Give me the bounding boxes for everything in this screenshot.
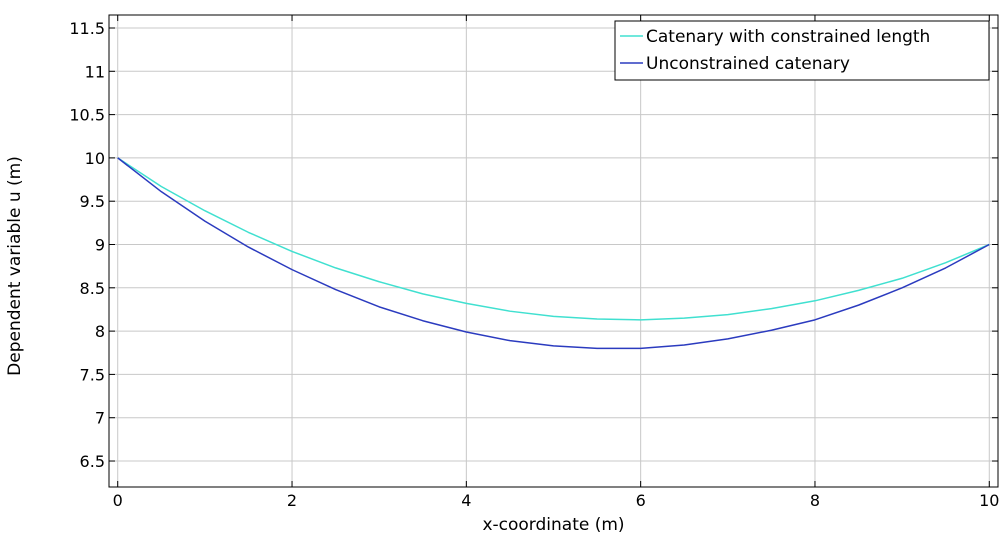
y-tick-label: 7 bbox=[95, 409, 105, 428]
y-tick-label: 6.5 bbox=[80, 452, 105, 471]
ticks: 0 2 4 6 8 10 6.5 7 7.5 8 8.5 9 9.5 10 10.5 11 11.5 bbox=[69, 15, 999, 510]
plot-frame bbox=[108, 14, 999, 488]
x-axis-label: x-coordinate (m) bbox=[482, 515, 624, 535]
y-tick-label: 8.5 bbox=[80, 279, 105, 298]
y-tick-label: 10 bbox=[85, 149, 105, 168]
x-tick-label: 10 bbox=[979, 491, 999, 510]
x-tick-label: 0 bbox=[113, 491, 123, 510]
y-tick-label: 10.5 bbox=[69, 106, 105, 125]
y-tick-label: 8 bbox=[95, 322, 105, 341]
y-tick-label: 11 bbox=[85, 62, 105, 81]
y-tick-label: 9 bbox=[95, 236, 105, 255]
series-layer bbox=[117, 157, 990, 350]
grid bbox=[109, 15, 998, 487]
series-line-1 bbox=[117, 157, 990, 350]
legend-label-constrained: Catenary with constrained length bbox=[646, 27, 930, 47]
legend-label-unconstrained: Unconstrained catenary bbox=[646, 54, 850, 74]
legend: Catenary with constrained length Unconst… bbox=[614, 20, 990, 81]
legend-box bbox=[614, 20, 990, 81]
series-line-0 bbox=[117, 157, 990, 321]
y-tick-label: 11.5 bbox=[69, 19, 105, 38]
x-tick-label: 2 bbox=[287, 491, 297, 510]
y-tick-label: 7.5 bbox=[80, 365, 105, 384]
x-tick-label: 6 bbox=[636, 491, 646, 510]
y-tick-label: 9.5 bbox=[80, 192, 105, 211]
x-tick-label: 4 bbox=[461, 491, 471, 510]
x-tick-label: 8 bbox=[810, 491, 820, 510]
y-axis-label: Dependent variable u (m) bbox=[5, 156, 25, 376]
